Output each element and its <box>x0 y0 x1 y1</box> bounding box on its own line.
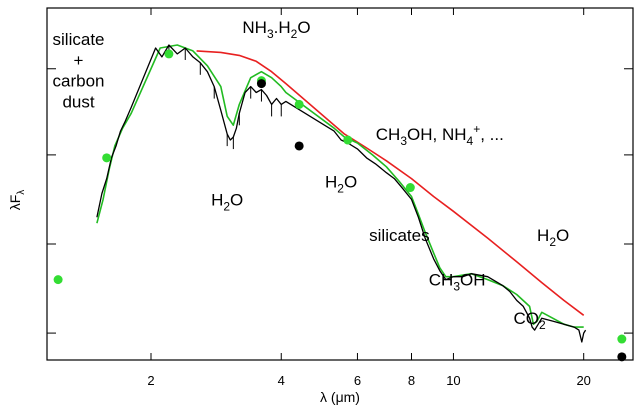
photometry-point-black <box>256 79 266 89</box>
series-line-continuum <box>196 50 585 316</box>
photometry-point-green <box>405 183 415 193</box>
x-tick-label: 8 <box>408 373 415 388</box>
photometry-point-black <box>294 141 304 151</box>
photometry-point-green <box>294 99 304 109</box>
photometry-point-green <box>53 275 63 285</box>
spectra-lines <box>96 44 587 343</box>
annotation-part: 2 <box>291 27 298 41</box>
annotation-part: CH <box>376 125 401 144</box>
photometry-point-black <box>617 352 627 362</box>
annotation-h2o_2: H2O <box>325 173 357 196</box>
annotation-part: O <box>230 190 243 209</box>
photometry-point-green <box>343 135 353 145</box>
annotation-co2: CO2 <box>514 309 547 332</box>
photometry-points <box>53 49 627 362</box>
x-tick-label: 10 <box>446 373 460 388</box>
annotation-h2o_3: H2O <box>537 226 569 249</box>
photometry-point-green <box>102 153 112 163</box>
annotation-nh3h2o: NH3.H2O <box>242 18 310 41</box>
annotation-part: 2 <box>539 318 546 332</box>
annotation-part: 4 <box>467 134 474 148</box>
annotation-part: 3 <box>400 134 407 148</box>
annotation-ch3oh_nh4: CH3OH, NH4+, ... <box>376 122 504 148</box>
annotation-carbon: carbon <box>53 72 105 91</box>
annotation-part: H <box>537 226 549 245</box>
photometry-point-green <box>164 49 174 59</box>
annotation-part: 3 <box>453 280 460 294</box>
annotation-part: + <box>473 122 480 136</box>
annotation-part: O <box>556 226 569 245</box>
annotation-part: 2 <box>223 199 230 213</box>
x-tick-label: 20 <box>576 373 590 388</box>
annotation-part: OH, NH <box>407 125 467 144</box>
annotation-h2o_1: H2O <box>211 190 243 213</box>
annotation-part: H <box>211 190 223 209</box>
plot-frame <box>46 7 634 361</box>
annotation-dust: dust <box>62 92 94 111</box>
axis-ticks: 2 4 6 8 10 20 <box>47 8 633 388</box>
annotation-part: 3 <box>267 27 274 41</box>
series-line-model <box>96 44 584 328</box>
annotation-silicate: silicate <box>53 30 105 49</box>
annotation-part: 2 <box>549 235 556 249</box>
annotation-part: , ... <box>480 125 504 144</box>
annotation-part: CH <box>429 271 454 290</box>
annotation-part: O <box>297 18 310 37</box>
photometry-point-green <box>617 334 627 344</box>
series-line-observed <box>96 44 587 343</box>
annotation-part: CO <box>514 309 540 328</box>
plot-border <box>46 7 634 361</box>
y-axis-label-text: λFλ <box>7 190 27 211</box>
y-axis-label-sub: λ <box>16 190 27 195</box>
annotation-part: .H <box>274 18 291 37</box>
annotation-silicates: silicates <box>369 226 429 245</box>
x-tick-label: 4 <box>278 373 285 388</box>
annotation-ch3oh: CH3OH <box>429 271 486 294</box>
x-tick-label: 2 <box>147 373 154 388</box>
y-axis-label: λFλ <box>7 190 27 211</box>
annotation-plus: + <box>74 51 84 70</box>
annotation-part: O <box>344 173 357 192</box>
annotation-part: H <box>325 173 337 192</box>
x-axis-label: λ (μm) <box>320 389 360 405</box>
annotation-part: 2 <box>337 182 344 196</box>
annotation-part: NH <box>242 18 267 37</box>
x-tick-label: 6 <box>354 373 361 388</box>
annotation-part: OH <box>460 271 486 290</box>
